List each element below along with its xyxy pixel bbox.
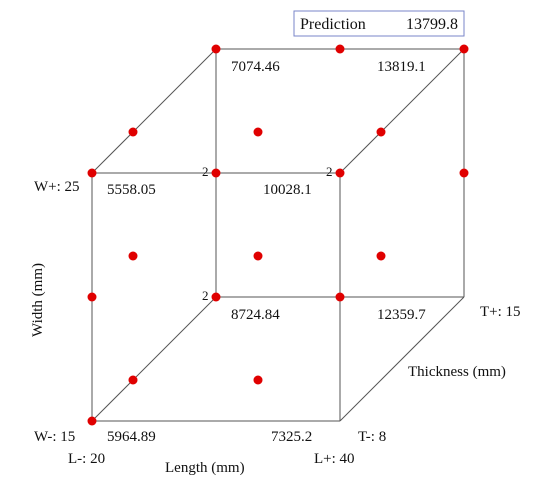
point-face-top-center xyxy=(253,127,263,137)
replicate-back-top-left: 2 xyxy=(202,164,209,179)
replicate-front-top-right: 2 xyxy=(326,164,333,179)
axis-labels: W+: 25 W-: 15 Width (mm) L-: 20 L+: 40 L… xyxy=(30,179,521,476)
width-low-label: W-: 15 xyxy=(34,429,75,445)
point-mid-back-right xyxy=(459,168,469,178)
prediction-box: Prediction 13799.8 xyxy=(293,10,465,37)
point-corner-back-bottom-right xyxy=(335,292,345,302)
edge-depth-bottom-left xyxy=(91,296,217,422)
value-back-top-right: 13819.1 xyxy=(377,59,426,75)
point-face-left-center xyxy=(128,251,138,261)
point-corner-front-top-right xyxy=(335,168,345,178)
point-mid-depth-bottom-left xyxy=(128,375,138,385)
length-axis-title: Length (mm) xyxy=(165,460,245,476)
point-corner-back-top-right xyxy=(459,44,469,54)
point-corner-front-bottom-left xyxy=(87,416,97,426)
replicate-marks: 2 2 2 xyxy=(202,164,333,303)
thickness-axis-title: Thickness (mm) xyxy=(408,364,506,380)
thickness-high-label: T+: 15 xyxy=(480,304,521,320)
replicate-back-bottom-left: 2 xyxy=(202,288,209,303)
value-front-top-left: 5558.05 xyxy=(107,182,156,198)
edge-depth-top-right xyxy=(339,48,465,174)
value-back-top-left: 7074.46 xyxy=(231,59,280,75)
value-front-bottom-right: 7325.2 xyxy=(271,429,312,445)
design-points xyxy=(87,44,469,426)
thickness-low-label: T-: 8 xyxy=(358,429,386,445)
point-corner-back-bottom-left xyxy=(211,292,221,302)
edge-depth-bottom-right xyxy=(339,296,465,422)
point-corner-back-top-left xyxy=(211,44,221,54)
length-low-label: L-: 20 xyxy=(68,451,105,467)
point-mid-top-back xyxy=(335,44,345,54)
point-mid-depth-top-left xyxy=(128,127,138,137)
point-face-right-center xyxy=(376,251,386,261)
prediction-frame xyxy=(293,10,465,37)
value-back-bottom-left: 8724.84 xyxy=(231,307,280,323)
point-mid-depth-top-right xyxy=(376,127,386,137)
value-front-top-right: 10028.1 xyxy=(263,182,312,198)
width-axis-title: Width (mm) xyxy=(30,263,46,337)
point-mid-front-left xyxy=(87,292,97,302)
point-center xyxy=(253,251,263,261)
value-front-bottom-left: 5964.89 xyxy=(107,429,156,445)
value-back-bottom-right: 12359.7 xyxy=(377,307,426,323)
point-corner-front-top-left xyxy=(87,168,97,178)
corner-values: 7074.46 13819.1 5558.05 10028.1 8724.84 … xyxy=(107,59,426,445)
edge-depth-top-left xyxy=(91,48,217,174)
length-high-label: L+: 40 xyxy=(314,451,355,467)
point-face-bottom-center xyxy=(253,375,263,385)
point-corner-back-mid-left xyxy=(211,168,221,178)
width-high-label: W+: 25 xyxy=(34,179,80,195)
prediction-value: 13799.8 xyxy=(406,16,458,33)
prediction-label: Prediction xyxy=(300,16,366,33)
